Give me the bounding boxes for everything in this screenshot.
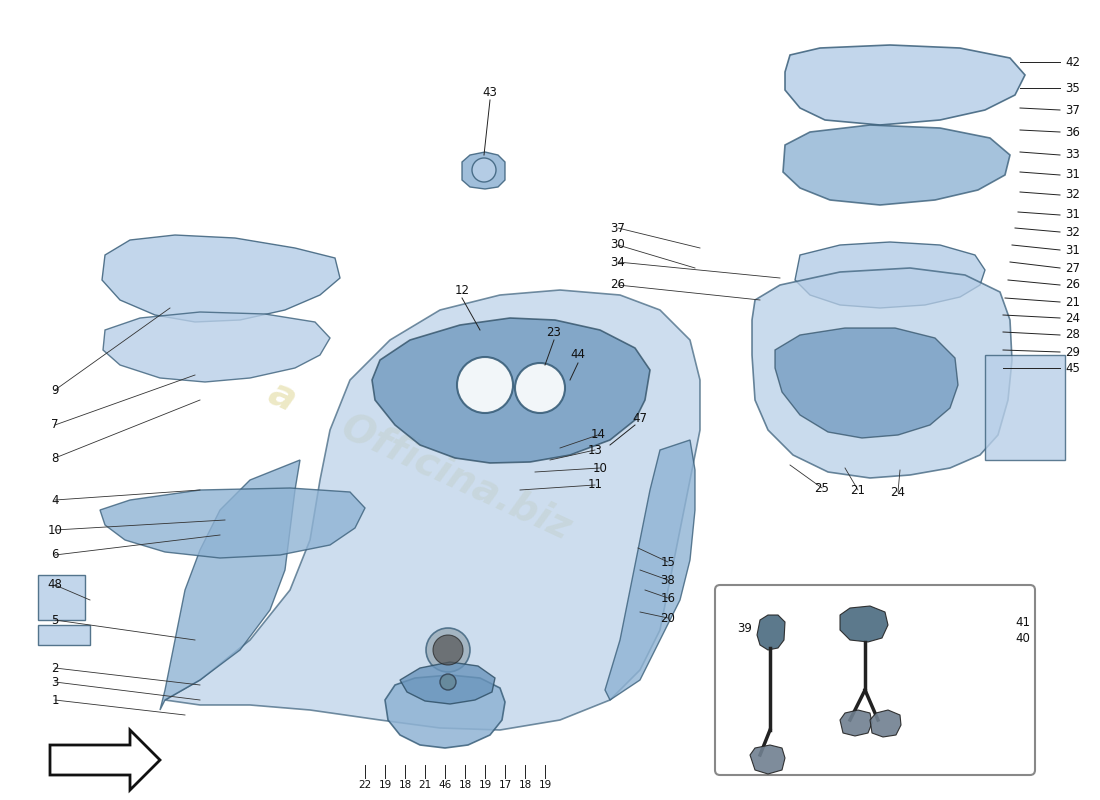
Text: 8: 8 <box>52 451 58 465</box>
Text: 10: 10 <box>593 462 607 474</box>
Text: 29: 29 <box>1065 346 1080 358</box>
Text: 39: 39 <box>738 622 752 634</box>
Text: 40: 40 <box>1015 631 1030 645</box>
Polygon shape <box>840 710 872 736</box>
Text: 31: 31 <box>1065 209 1080 222</box>
Text: 34: 34 <box>610 255 626 269</box>
Polygon shape <box>750 745 785 774</box>
Text: 4: 4 <box>52 494 58 506</box>
Circle shape <box>433 635 463 665</box>
FancyBboxPatch shape <box>715 585 1035 775</box>
Polygon shape <box>605 440 695 700</box>
Text: 45: 45 <box>1065 362 1080 374</box>
Text: 20: 20 <box>661 611 675 625</box>
Text: 10: 10 <box>47 523 63 537</box>
Text: 42: 42 <box>1065 55 1080 69</box>
Polygon shape <box>372 318 650 463</box>
Text: 32: 32 <box>1065 226 1080 238</box>
Polygon shape <box>795 242 984 308</box>
Circle shape <box>456 357 513 413</box>
Text: 9: 9 <box>52 383 58 397</box>
Text: 5: 5 <box>52 614 58 626</box>
Text: 33: 33 <box>1065 149 1080 162</box>
Text: 21: 21 <box>850 483 866 497</box>
Text: a    Officina.biz: a Officina.biz <box>263 374 578 546</box>
Polygon shape <box>165 290 700 730</box>
Text: 14: 14 <box>591 429 605 442</box>
Polygon shape <box>400 662 495 704</box>
Text: 31: 31 <box>1065 243 1080 257</box>
Polygon shape <box>160 460 300 710</box>
Text: 22: 22 <box>359 780 372 790</box>
Text: 37: 37 <box>1065 103 1080 117</box>
Polygon shape <box>100 488 365 558</box>
Text: 28: 28 <box>1065 329 1080 342</box>
Text: 18: 18 <box>398 780 411 790</box>
Polygon shape <box>752 268 1012 478</box>
Polygon shape <box>39 625 90 645</box>
Polygon shape <box>103 312 330 382</box>
Text: 17: 17 <box>498 780 512 790</box>
Circle shape <box>440 674 456 690</box>
Text: 41: 41 <box>1015 615 1030 629</box>
Text: 36: 36 <box>1065 126 1080 138</box>
Text: 19: 19 <box>478 780 492 790</box>
Text: 31: 31 <box>1065 169 1080 182</box>
Text: 24: 24 <box>891 486 905 498</box>
Text: 3: 3 <box>52 675 58 689</box>
Polygon shape <box>462 152 505 189</box>
Text: 43: 43 <box>483 86 497 99</box>
Text: 26: 26 <box>1065 278 1080 291</box>
Text: 18: 18 <box>518 780 531 790</box>
Text: 30: 30 <box>610 238 626 251</box>
Text: 21: 21 <box>418 780 431 790</box>
Text: 27: 27 <box>1065 262 1080 274</box>
Polygon shape <box>776 328 958 438</box>
Circle shape <box>426 628 470 672</box>
Polygon shape <box>984 355 1065 460</box>
Text: 48: 48 <box>47 578 63 591</box>
Polygon shape <box>785 45 1025 125</box>
Text: 12: 12 <box>454 283 470 297</box>
Text: 19: 19 <box>378 780 392 790</box>
Text: 47: 47 <box>632 411 648 425</box>
Text: 35: 35 <box>1065 82 1080 94</box>
Polygon shape <box>50 730 160 790</box>
Text: 1: 1 <box>52 694 58 706</box>
Circle shape <box>472 158 496 182</box>
Text: 21: 21 <box>1065 295 1080 309</box>
Text: 44: 44 <box>571 349 585 362</box>
Polygon shape <box>783 125 1010 205</box>
Text: 15: 15 <box>661 555 675 569</box>
Text: 13: 13 <box>587 443 603 457</box>
Circle shape <box>515 363 565 413</box>
Polygon shape <box>870 710 901 737</box>
Polygon shape <box>385 675 505 748</box>
Text: 23: 23 <box>547 326 561 338</box>
Text: 18: 18 <box>459 780 472 790</box>
Text: 26: 26 <box>610 278 626 291</box>
Polygon shape <box>39 575 85 620</box>
Text: 38: 38 <box>661 574 675 586</box>
Text: 16: 16 <box>660 591 675 605</box>
Text: 19: 19 <box>538 780 551 790</box>
Text: 6: 6 <box>52 549 58 562</box>
Text: 11: 11 <box>587 478 603 491</box>
Text: 32: 32 <box>1065 189 1080 202</box>
Polygon shape <box>102 235 340 322</box>
Polygon shape <box>757 615 785 650</box>
Polygon shape <box>840 606 888 642</box>
Text: 25: 25 <box>815 482 829 494</box>
Text: 37: 37 <box>610 222 626 234</box>
Text: 46: 46 <box>439 780 452 790</box>
Text: 7: 7 <box>52 418 58 431</box>
Text: 24: 24 <box>1065 311 1080 325</box>
Text: 2: 2 <box>52 662 58 674</box>
